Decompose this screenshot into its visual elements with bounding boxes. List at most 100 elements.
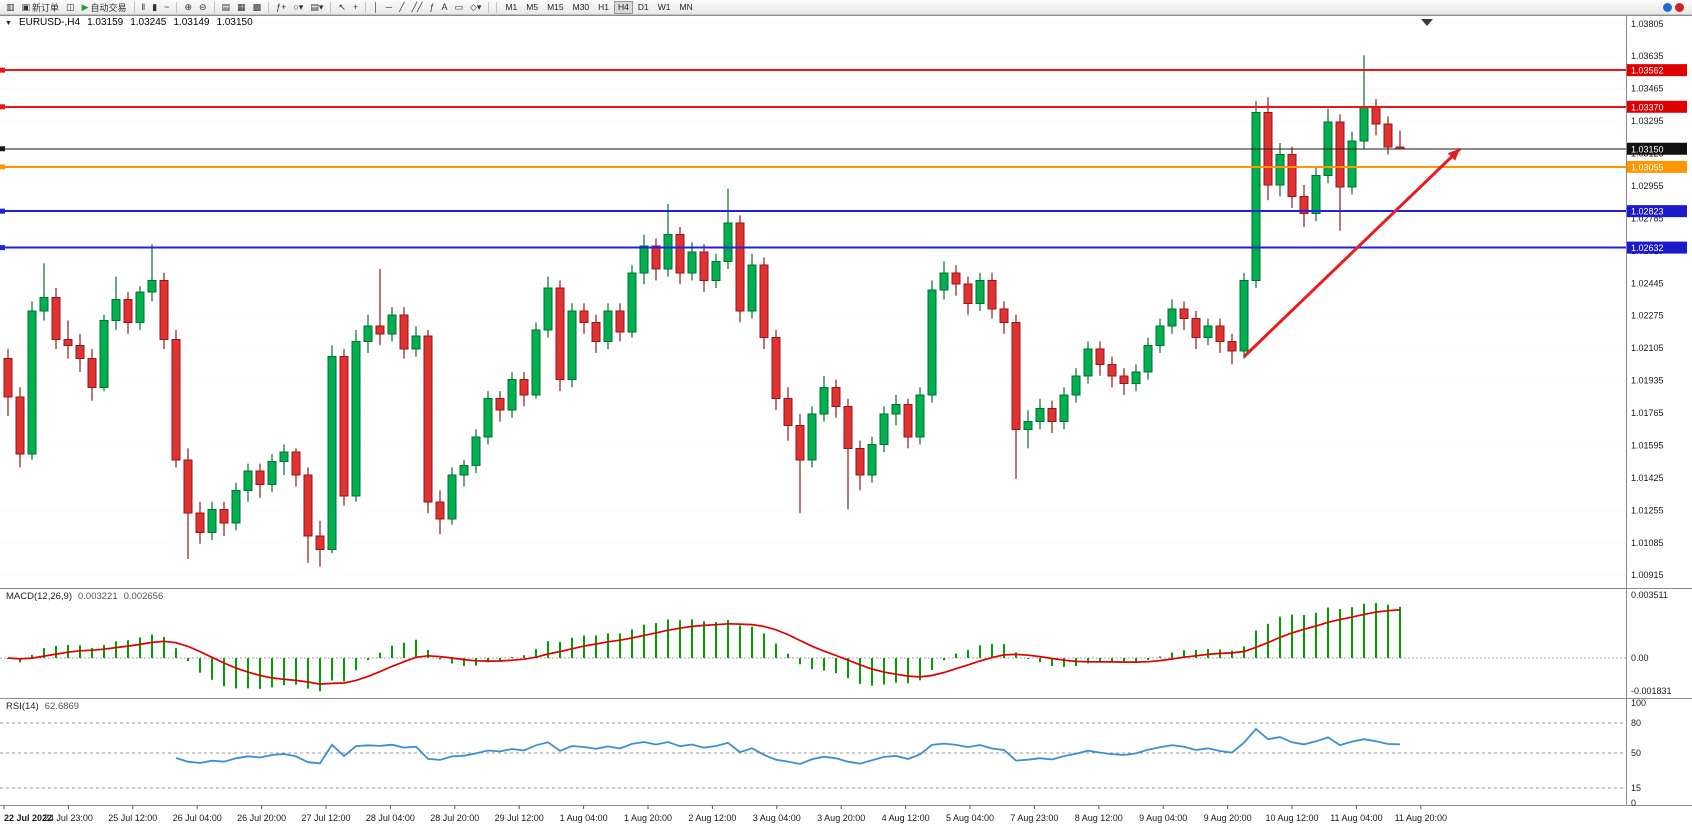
one-click-trading-toggle[interactable]: ▼ [5,20,12,27]
toolbar-separator [365,1,367,13]
vertical-line-tool[interactable]: │ [370,1,382,14]
line-chart-icon[interactable]: ~ [161,1,172,14]
candle-body [591,321,601,342]
indicators-glyph: ƒ+ [276,1,287,12]
candle-body [1083,348,1093,377]
indicators-button[interactable]: ƒ+ [273,1,289,14]
timeframe-m5-button[interactable]: M5 [522,1,542,14]
macd-histogram-bar [619,633,621,658]
macd-histogram-bar [595,635,597,658]
candle-body [27,310,37,455]
timeframe-m30-button[interactable]: M30 [569,1,594,14]
connection-status-icon[interactable] [1675,2,1684,12]
level-line-anchor[interactable] [0,67,5,73]
cursor-tool[interactable]: ↖ [335,1,349,14]
candle-body [63,339,73,346]
macd-histogram-bar [523,655,525,658]
new-chart-icon-glyph: ▤ [221,1,231,12]
time-axis-label: 10 Aug 12:00 [1265,813,1318,823]
label-tool[interactable]: ▭ [451,1,466,14]
horizontal-line-tool[interactable]: ─ [383,1,395,14]
time-axis-label: 2 Aug 12:00 [688,813,736,823]
macd-histogram-bar [679,620,681,658]
rsi-axis-label: 80 [1631,718,1641,728]
time-axis-label: 27 Jul 12:00 [301,813,350,823]
toolbar-separator [213,1,215,13]
candle-body [855,447,865,476]
rsi-axis-label: 15 [1631,783,1641,793]
macd-histogram-bar [439,658,441,660]
level-line-anchor[interactable] [0,164,5,170]
macd-histogram-bar [1099,658,1101,663]
macd-histogram-bar [1375,602,1377,658]
channel-tool[interactable]: ╱╱ [409,1,426,14]
candlestick-chart-icon-glyph: ▮ [152,1,158,12]
ohlc-high: 1.03245 [130,17,167,28]
macd-histogram-bar [403,642,405,658]
zoom-out-icon[interactable]: ⊖ [196,1,210,14]
macd-histogram-bar [607,633,609,658]
text-tool[interactable]: A [438,1,450,14]
trendline-tool[interactable]: ╱ [396,1,407,14]
chart-window-icon-glyph: ▥ [6,1,15,12]
candle-body [171,339,181,461]
chart-plot-area[interactable] [0,15,1626,589]
timeframe-w1-button[interactable]: W1 [654,1,675,14]
autotrading-button[interactable]: ▶ 自动交易 [79,1,130,14]
new-chart-icon[interactable]: ▤ [219,1,234,14]
time-axis-label: 3 Aug 20:00 [817,813,865,823]
zoom-in-icon[interactable]: ⊕ [181,1,195,14]
candle-body [75,344,85,360]
timeframe-m15-button[interactable]: M15 [543,1,568,14]
macd-histogram-bar [247,658,249,689]
new-order-button[interactable]: ▣ 新订单 [19,1,63,14]
macd-histogram-bar [643,624,645,658]
price-axis-label: 1.00915 [1631,570,1664,580]
macd-histogram-bar [823,658,825,671]
cascade-windows-icon[interactable]: ▩ [250,1,265,14]
time-axis-label: 11 Aug 20:00 [1395,813,1447,823]
tile-windows-icon[interactable]: ▦ [234,1,249,14]
candle-body [1239,279,1249,352]
macd-histogram-bar [1303,614,1305,658]
trend-arrow[interactable] [1242,147,1462,358]
chart-shift-marker[interactable] [1421,19,1433,26]
macd-histogram-bar [463,658,465,666]
macd-histogram-bar [763,633,765,658]
autotrading-glyph: ▶ [81,1,89,12]
new-order-button-label: 新订单 [32,2,60,13]
timeframe-d1-button[interactable]: D1 [634,1,653,14]
chart-window-icon[interactable]: ▥ [3,1,18,14]
level-line-anchor[interactable] [0,245,5,251]
macd-histogram-bar [427,649,429,658]
macd-histogram-bar [739,625,741,658]
level-line-anchor[interactable] [0,208,5,214]
community-icon[interactable] [1663,2,1672,12]
candle-body [111,299,121,321]
candle-body [519,379,529,396]
macd-axis-label: 0.00 [1631,653,1649,663]
level-line-anchor[interactable] [0,104,5,110]
macd-histogram-bar [151,634,153,658]
timeframe-m1-button[interactable]: M1 [501,1,521,14]
shapes-dropdown[interactable]: ◇▾ [467,1,484,14]
candle-body [3,358,13,398]
timeframe-h4-button[interactable]: H4 [614,0,633,14]
cascade-windows-icon-glyph: ▩ [252,1,262,12]
chart-profiles-icon[interactable]: ◫ [63,1,78,14]
bars-chart-icon[interactable]: ‖ [139,1,149,14]
candle-body [51,297,61,341]
candlestick-chart-icon[interactable]: ▮ [149,1,160,14]
fibonacci-tool[interactable]: ƒ [426,1,437,14]
periods-dropdown[interactable]: ○▾ [290,1,306,14]
chart-canvas[interactable]: 1.038051.036351.034651.032951.031251.029… [0,15,1692,837]
timeframe-mn-button[interactable]: MN [676,1,697,14]
templates-dropdown[interactable]: ▤▾ [307,1,326,14]
crosshair-tool[interactable]: + [350,1,361,14]
candle-body [639,245,649,274]
macd-histogram-bar [367,658,369,661]
toolbar: ▥ ▣ 新订单 ◫ ▶ 自动交易 ‖ ▮ ~ ⊕ ⊖ ▤ ▦ ▩ ƒ+ ○▾ ▤▾ ↖ + │ ─ ╱ ╱╱ ƒ A ▭ ◇▾ M1 M… [0,0,1692,15]
macd-histogram-bar [955,653,957,658]
timeframe-h1-button[interactable]: H1 [594,1,613,14]
level-line-anchor[interactable] [0,146,5,152]
